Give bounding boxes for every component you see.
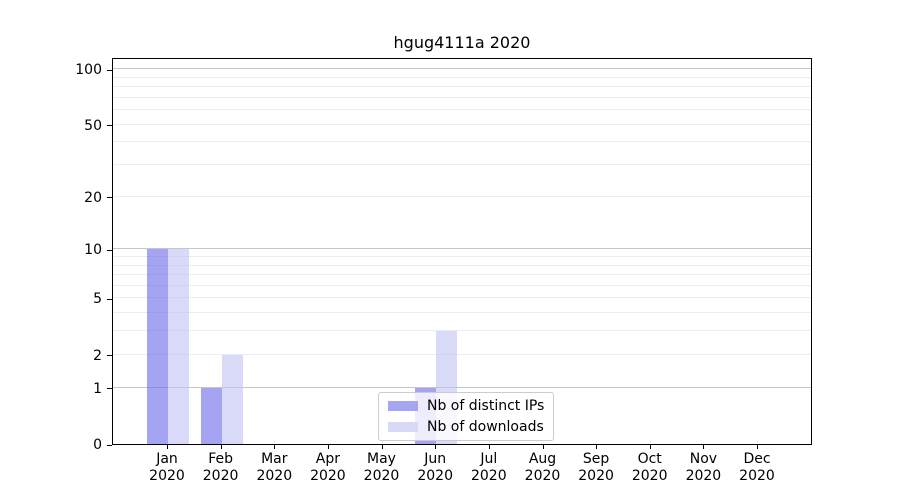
bar-ips-feb	[200, 387, 222, 444]
legend-item-distinct-ips: Nb of distinct IPs	[388, 398, 544, 414]
gridline-1	[113, 386, 811, 388]
x-tick-year: 2020	[739, 468, 775, 484]
legend-label-downloads: Nb of downloads	[427, 419, 544, 435]
bar-downloads-feb	[221, 354, 243, 444]
x-tick-mark-mar	[274, 445, 276, 449]
x-tick-label-feb: Feb 2020	[186, 451, 256, 485]
x-tick-month: Apr	[315, 451, 340, 467]
y-tick-label-2: 2	[93, 347, 102, 364]
y-tick-mark-10	[107, 249, 112, 251]
y-tick-mark-1	[107, 388, 112, 390]
legend-swatch-downloads	[388, 422, 418, 432]
x-tick-month: Nov	[689, 451, 718, 467]
y-tick-label-20: 20	[84, 189, 102, 206]
y-tick-mark-50	[107, 125, 112, 126]
x-tick-year: 2020	[417, 468, 453, 484]
x-tick-label-sep: Sep 2020	[561, 451, 631, 485]
x-tick-year: 2020	[631, 468, 668, 484]
legend-item-downloads: Nb of downloads	[388, 419, 544, 435]
legend: Nb of distinct IPs Nb of downloads	[378, 392, 555, 441]
y-tick-label-100: 100	[75, 62, 102, 78]
plot-area: Nb of distinct IPs Nb of downloads	[112, 58, 812, 445]
x-tick-year: 2020	[310, 468, 346, 484]
gridline-90	[113, 76, 811, 78]
gridline-20	[113, 195, 811, 197]
x-tick-mark-may	[381, 445, 383, 449]
chart-title: hgug4111a 2020	[393, 33, 531, 52]
y-tick-mark-5	[107, 298, 112, 300]
x-tick-year: 2020	[524, 468, 561, 484]
gridline-70	[113, 96, 811, 98]
gridline-50	[113, 123, 811, 125]
x-tick-year: 2020	[149, 468, 185, 484]
x-tick-mark-nov	[703, 445, 705, 449]
x-tick-mark-jan	[167, 445, 168, 449]
x-tick-year: 2020	[256, 468, 293, 484]
y-tick-label-0: 0	[93, 437, 102, 453]
x-tick-month: Feb	[208, 451, 233, 467]
x-tick-month: Aug	[528, 451, 557, 467]
gridline-100	[113, 68, 811, 69]
gridline-10	[113, 248, 811, 250]
legend-swatch-distinct-ips	[388, 401, 418, 411]
y-tick-label-1: 1	[93, 380, 102, 397]
x-tick-mark-feb	[220, 445, 222, 449]
x-tick-mark-jul	[488, 445, 490, 449]
gridline-3	[113, 330, 811, 332]
x-tick-month: May	[367, 451, 396, 467]
x-tick-label-oct: Oct 2020	[615, 451, 685, 485]
y-tick-label-10: 10	[84, 242, 102, 259]
x-tick-month: Jul	[480, 451, 498, 467]
x-tick-mark-dec	[757, 445, 758, 449]
y-tick-mark-0	[107, 444, 112, 446]
legend-label-distinct-ips: Nb of distinct IPs	[427, 398, 545, 414]
x-tick-year: 2020	[685, 468, 722, 484]
x-tick-label-mar: Mar 2020	[239, 451, 309, 485]
gridline-60	[113, 109, 811, 110]
x-tick-label-may: May 2020	[347, 451, 417, 485]
x-tick-label-nov: Nov 2020	[668, 451, 738, 485]
y-tick-mark-2	[107, 355, 112, 357]
y-tick-mark-100	[107, 69, 112, 71]
gridline-4	[113, 312, 811, 314]
x-tick-mark-apr	[327, 445, 329, 449]
gridline-7	[113, 274, 811, 275]
x-tick-label-aug: Aug 2020	[508, 451, 578, 485]
bar-ips-jan	[147, 249, 168, 444]
gridline-9	[113, 255, 811, 257]
x-tick-year: 2020	[578, 468, 614, 484]
y-tick-mark-20	[107, 197, 112, 199]
x-tick-label-jan: Jan 2020	[132, 451, 202, 485]
x-tick-mark-jun	[435, 445, 437, 449]
x-tick-month: Jan	[156, 451, 178, 467]
x-tick-month: Oct	[637, 451, 662, 467]
x-tick-label-apr: Apr 2020	[293, 451, 363, 485]
x-tick-label-dec: Dec 2020	[722, 451, 792, 485]
y-tick-label-50: 50	[84, 117, 102, 134]
x-tick-month: Jun	[424, 451, 447, 467]
bar-downloads-jan	[168, 249, 189, 444]
gridline-5	[113, 297, 811, 299]
y-tick-label-5: 5	[93, 291, 102, 308]
x-tick-year: 2020	[363, 468, 400, 484]
x-tick-year: 2020	[470, 468, 507, 484]
x-tick-mark-aug	[542, 445, 544, 449]
x-tick-label-jul: Jul 2020	[454, 451, 524, 485]
gridline-2	[113, 353, 811, 355]
gridline-30	[113, 164, 811, 165]
x-tick-label-jun: Jun 2020	[400, 451, 470, 485]
gridline-80	[113, 85, 811, 87]
x-tick-month: Sep	[582, 451, 610, 467]
gridline-8	[113, 264, 811, 266]
gridline-40	[113, 141, 811, 143]
x-tick-year: 2020	[202, 468, 239, 484]
x-tick-month: Mar	[261, 451, 288, 467]
x-tick-mark-oct	[649, 445, 651, 449]
gridline-6	[113, 284, 811, 286]
x-tick-month: Dec	[743, 451, 771, 467]
x-tick-mark-sep	[596, 445, 598, 449]
